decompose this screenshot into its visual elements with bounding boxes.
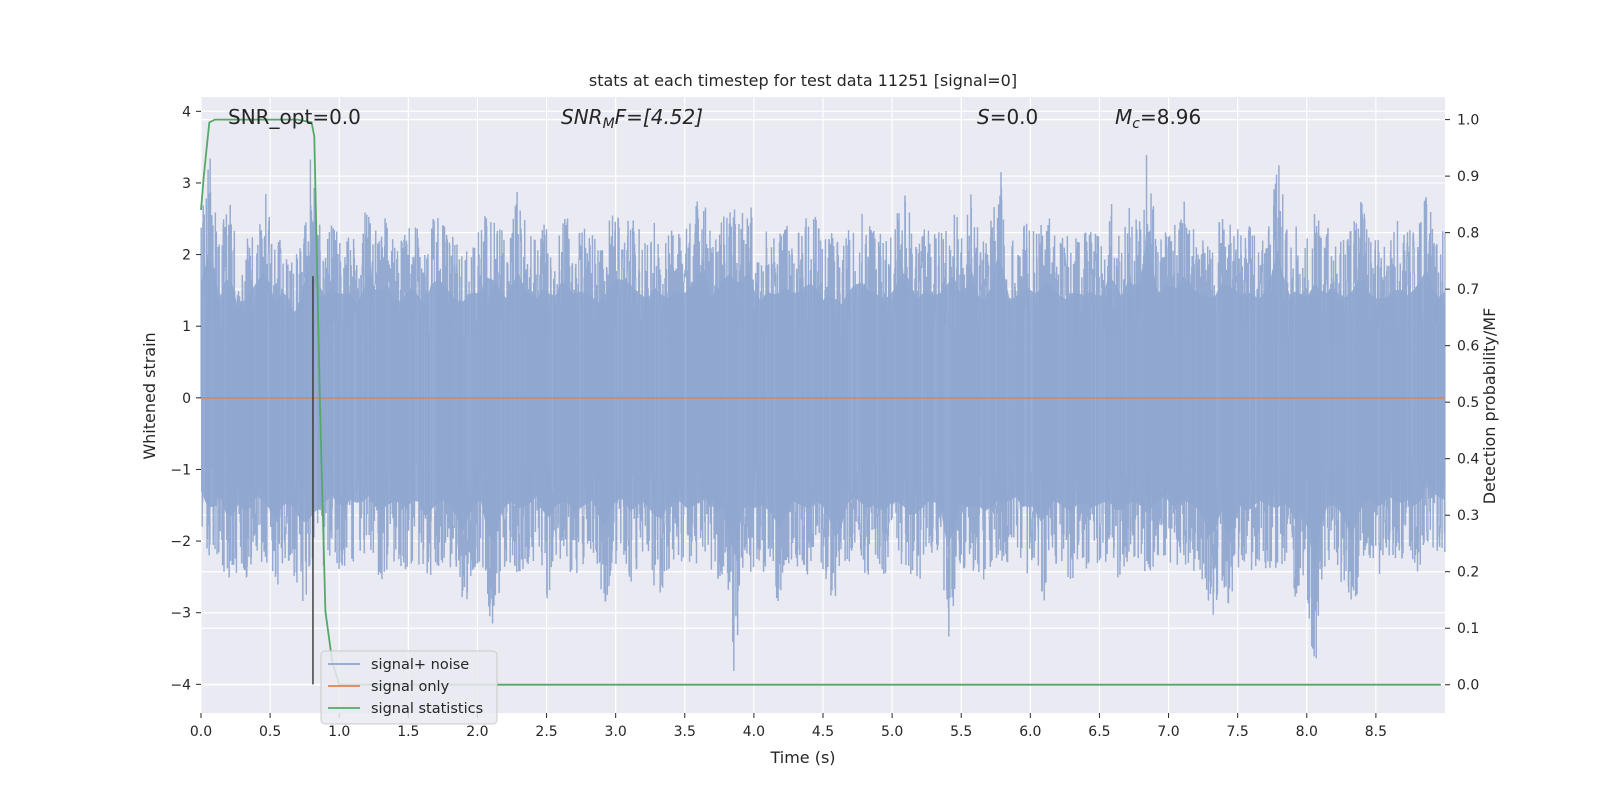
y-right-tick-label: 0.1: [1457, 621, 1479, 637]
y-axis-right-ticks: 0.0 0.1 0.2 0.3 0.4 0.5 0.6 0.7 0.8 0.9 1.0: [1445, 113, 1479, 694]
legend-box: [320, 650, 498, 725]
legend-label-signal-only: signal only: [371, 679, 450, 695]
y-right-tick-label: 0.8: [1457, 226, 1479, 242]
annotation-s-rest: =0.0: [990, 105, 1039, 129]
annotation-snr-opt: SNR_opt=0.0: [228, 105, 361, 129]
x-tick-label: 7.0: [1157, 724, 1179, 740]
x-tick-label: 3.5: [674, 724, 696, 740]
x-tick-label: 2.0: [466, 724, 488, 740]
y-left-tick-label: 0: [182, 391, 191, 407]
y-left-tick-label: 1: [182, 319, 191, 335]
x-tick-label: 7.5: [1227, 724, 1249, 740]
x-tick-label: 8.5: [1365, 724, 1387, 740]
y-right-tick-label: 0.6: [1457, 339, 1479, 355]
x-tick-label: 0.5: [259, 724, 281, 740]
legend: signal+ noise signal only signal statist…: [320, 650, 498, 725]
x-tick-label: 5.0: [881, 724, 903, 740]
annotation-s: S=0.0: [977, 105, 1038, 129]
y-left-tick-label: −3: [170, 606, 191, 622]
x-tick-label: 1.0: [328, 724, 350, 740]
y-left-tick-label: 4: [182, 104, 191, 120]
x-tick-label: 3.0: [605, 724, 627, 740]
y-right-tick-label: 0.3: [1457, 508, 1479, 524]
annotation-snr-mf-base: SNR: [561, 105, 603, 129]
y-left-tick-label: 3: [182, 176, 191, 192]
annotation-snr-mf: SNRMF=[4.52]: [561, 105, 703, 132]
y-right-tick-label: 1.0: [1457, 113, 1479, 129]
y-left-tick-label: −4: [170, 677, 191, 693]
x-tick-label: 8.0: [1296, 724, 1318, 740]
noise-dense-band: [201, 233, 1445, 574]
annotation-s-italic: S: [977, 105, 990, 129]
chart-title: stats at each timestep for test data 112…: [589, 71, 1017, 90]
y-right-tick-label: 0.9: [1457, 169, 1479, 185]
series-signal-statistics: [200, 118, 1441, 686]
y-right-tick-label: 0.7: [1457, 282, 1479, 298]
x-tick-label: 6.5: [1088, 724, 1110, 740]
y-left-tick-label: −1: [170, 462, 191, 478]
y-left-tick-label: −2: [170, 534, 191, 550]
x-tick-label: 1.5: [397, 724, 419, 740]
series-signal-plus-noise: [200, 155, 1446, 671]
noise-trace: [200, 155, 1446, 671]
x-tick-label: 2.5: [535, 724, 557, 740]
y-right-tick-label: 0.5: [1457, 395, 1479, 411]
y-axis-left-title: Whitened strain: [140, 332, 159, 459]
annotation-mc: Mc=8.96: [1115, 105, 1201, 132]
x-tick-label: 6.0: [1019, 724, 1041, 740]
x-tick-label: 4.0: [743, 724, 765, 740]
annotation-mc-sub: c: [1132, 116, 1140, 132]
annotation-snr-mf-sub: M: [603, 116, 615, 132]
legend-label-signal-statistics: signal statistics: [371, 701, 483, 717]
y-right-tick-label: 0.4: [1457, 452, 1479, 468]
x-tick-label: 4.5: [812, 724, 834, 740]
x-tick-label: 0.0: [190, 724, 212, 740]
y-right-tick-label: 0.0: [1457, 678, 1479, 694]
x-tick-label: 5.5: [950, 724, 972, 740]
annotation-mc-rest: =8.96: [1140, 105, 1201, 129]
annotation-snr-mf-rest: F=[4.52]: [615, 105, 703, 129]
legend-label-signal-plus-noise: signal+ noise: [371, 657, 469, 673]
y-axis-right-title: Detection probability/MF: [1480, 308, 1499, 505]
annotation-mc-base: M: [1115, 105, 1132, 129]
x-axis-ticks: 0.0 0.5 1.0 1.5 2.0 2.5 3.0 3.5 4.0 4.5 5.0 5.5 6.0 6…: [190, 713, 1387, 740]
x-axis-title: Time (s): [769, 748, 835, 767]
y-left-tick-label: 2: [182, 248, 191, 264]
y-axis-left-ticks: −4 −3 −2 −1 0 1 2 3 4: [170, 104, 201, 693]
y-right-tick-label: 0.2: [1457, 565, 1479, 581]
